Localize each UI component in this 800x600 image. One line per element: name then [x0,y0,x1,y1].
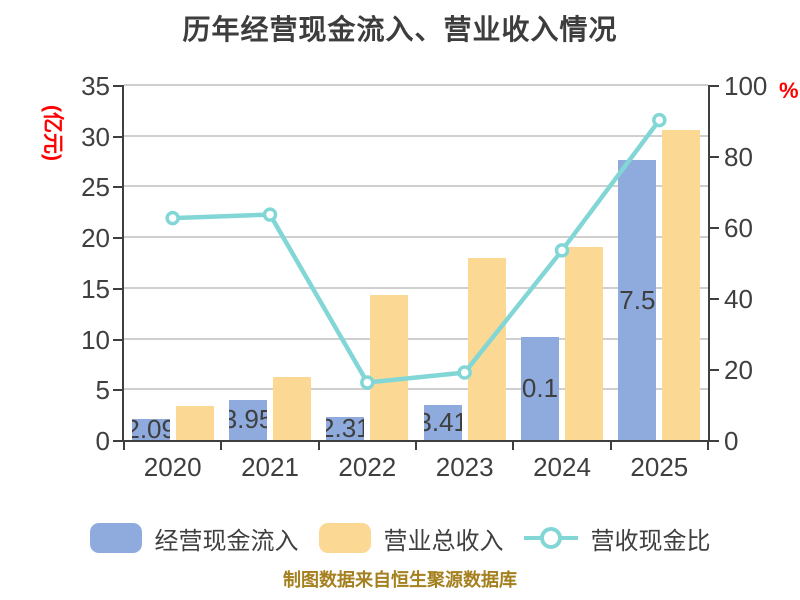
bar-value-label-2021: 3.95 [229,403,267,437]
bar-value-label-2023: 3.41 [424,406,462,440]
right-axis-tick-label: 60 [724,213,753,243]
right-axis-tick [710,156,719,158]
left-axis-tick-label: 20 [81,223,110,254]
ratio-line-swatch [523,523,578,553]
bar-cash-inflow-2022 [326,416,365,440]
bar-value-text: 2.09 [131,413,170,444]
bar-value-text: 3.41 [423,407,462,438]
data-source-note: 制图数据来自恒生聚源数据库 [283,570,517,590]
left-axis-tick-label: 30 [81,121,110,152]
left-axis-tick-label: 5 [95,375,110,406]
x-axis-tick [609,442,612,450]
bar-revenue-2024 [565,247,603,440]
left-axis-tick [113,440,122,442]
bar-value-label-2022: 2.31 [326,411,364,445]
x-axis-tick [317,442,320,450]
right-axis-tick-label: 20 [724,355,753,385]
cash-ratio-marker-2021 [262,207,278,222]
left-axis-tick [113,186,122,189]
x-axis-label-2023: 2023 [435,452,494,482]
right-axis-line [708,85,710,442]
legend-item-cash-ratio: 营收现金比 [523,521,711,556]
legend-label-revenue: 营业总收入 [383,527,504,555]
x-axis-tick [707,442,709,450]
bottom-axis-line [122,440,710,442]
revenue-swatch [318,523,371,553]
bar-value-label-2024: 10.15 [521,372,559,406]
left-axis-tick-label: 35 [81,71,110,101]
chart-title: 历年经营现金流入、营业收入情况 [182,14,618,45]
right-axis-tick-label: 40 [724,284,753,314]
x-axis-tick [220,442,223,450]
x-axis-tick [415,442,417,450]
right-axis-tick [710,440,719,442]
legend-label-cash-inflow: 经营现金流入 [154,527,299,555]
left-axis-tick [113,287,122,290]
plot-gridline [124,388,708,391]
right-axis-tick-label: 100 [724,71,768,101]
x-axis-label-2024: 2024 [533,452,591,482]
left-axis-tick [113,135,122,138]
right-axis-tick-label: 80 [724,142,753,172]
x-axis-label-2021: 2021 [241,452,299,482]
left-axis-tick-label: 0 [95,426,110,456]
bar-cash-inflow-2020 [131,418,170,440]
legend-item-operating-cash-inflow: 经营现金流入 [89,521,299,556]
plot-gridline [124,134,708,137]
bar-value-text: 3.95 [229,404,267,435]
right-axis-tick [710,227,719,229]
left-axis-tick-label: 10 [81,324,110,355]
bar-revenue-2020 [175,406,214,440]
bar-value-text: 10.15 [521,373,559,404]
legend: 经营现金流入 营业总收入 营收现金比 [0,520,800,556]
right-axis-tick-label: 0 [724,426,739,456]
bar-revenue-2022 [370,294,409,440]
plot-gridline [124,84,708,86]
bar-value-label-2020: 2.09 [132,412,170,446]
bar-value-text: 27.58 [618,284,656,315]
x-axis-tick [123,442,125,450]
x-axis-label-2020: 2020 [143,452,202,482]
bar-revenue-2021 [273,377,311,440]
bar-value-text: 2.31 [326,412,365,443]
bar-cash-inflow-2023 [423,405,462,440]
right-axis-unit-label: % [779,78,799,103]
cash-inflow-swatch [89,523,142,553]
x-axis-label-2022: 2022 [338,452,397,482]
left-axis-tick [113,85,122,87]
right-axis-tick [710,85,719,87]
bar-cash-inflow-2021 [229,399,267,440]
bar-value-label-2025: 27.58 [618,283,656,317]
bar-revenue-2023 [467,258,506,440]
left-axis-tick-label: 15 [81,273,110,304]
left-axis-tick [113,389,122,392]
x-axis-tick [512,442,515,450]
right-axis-tick [710,298,719,300]
legend-label-cash-ratio: 营收现金比 [590,527,711,555]
legend-item-total-revenue: 营业总收入 [318,521,504,556]
bar-revenue-2025 [662,129,701,440]
left-axis-tick-label: 25 [81,172,110,203]
left-axis-tick [113,237,122,240]
cash-ratio-marker-2025 [652,112,667,128]
x-axis-label-2025: 2025 [630,452,689,482]
ratio-line-swatch-dot [539,527,562,549]
left-axis-line [122,85,124,442]
right-axis-tick [710,369,719,371]
cash-ratio-marker-2020 [165,210,180,226]
left-axis-tick [113,338,122,341]
